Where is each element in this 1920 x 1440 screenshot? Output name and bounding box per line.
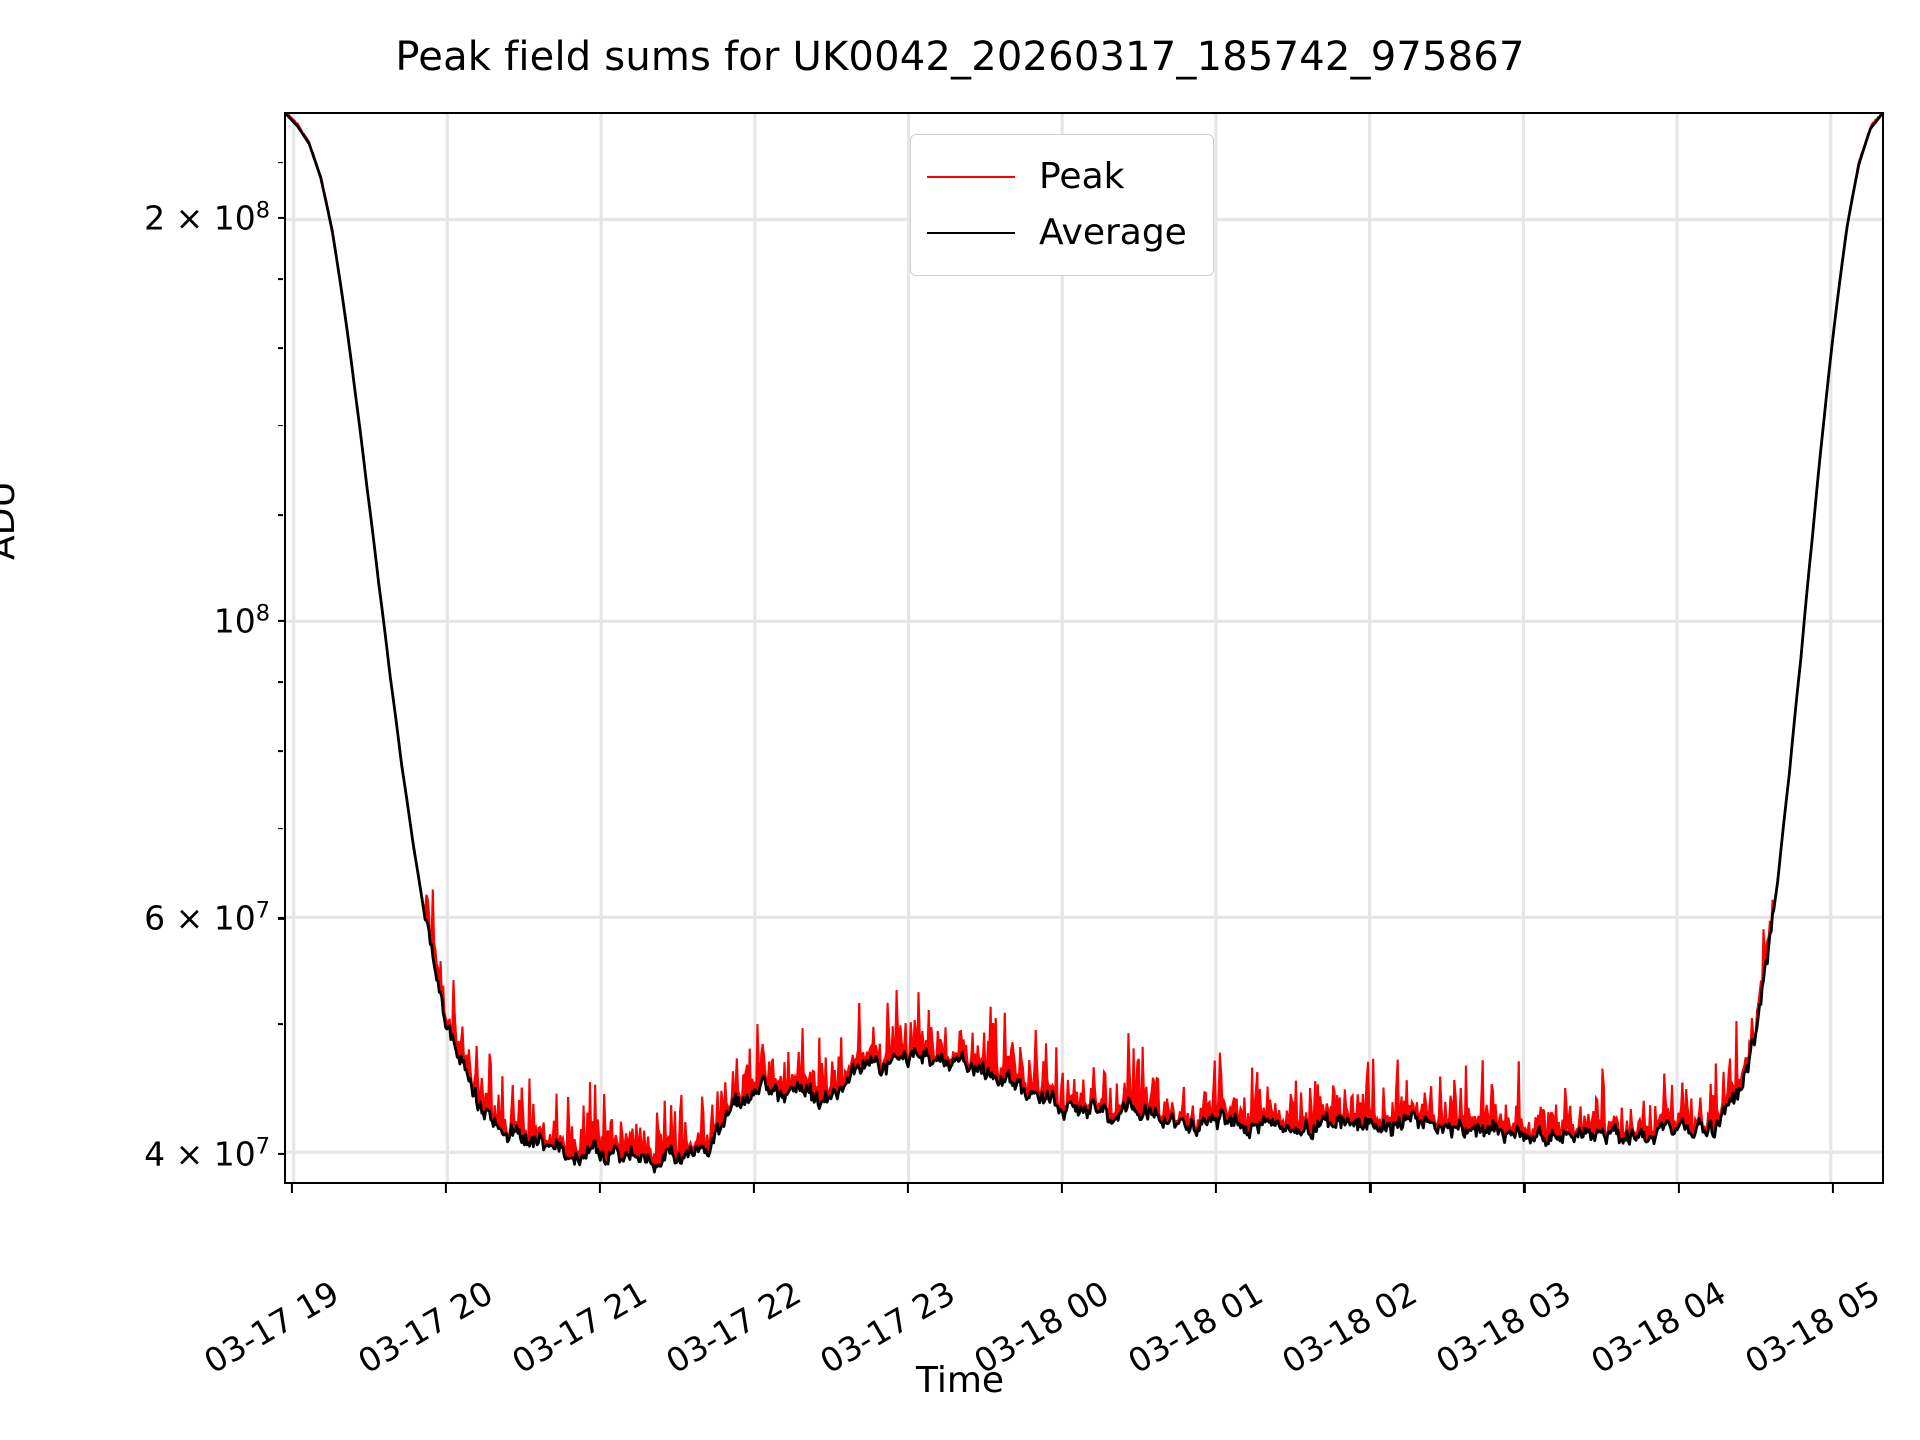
x-tick-mark <box>1369 1184 1372 1193</box>
legend-item-peak[interactable]: Peak <box>927 149 1187 205</box>
plot-area <box>284 112 1884 1184</box>
y-tick-mark-minor <box>278 1023 283 1026</box>
x-tick-mark <box>752 1184 756 1193</box>
y-tick-label: 6 × 107 <box>144 897 270 938</box>
y-tick-label: 2 × 108 <box>144 197 270 238</box>
x-tick-mark <box>1061 1184 1064 1193</box>
y-tick-mark-minor <box>278 161 283 164</box>
y-tick-mark-minor <box>278 827 283 830</box>
y-tick-mark <box>278 917 286 920</box>
series-line-average <box>286 114 1882 1174</box>
x-tick-mark <box>290 1184 293 1193</box>
x-axis-label: Time <box>915 1360 1005 1401</box>
y-tick-mark-minor <box>278 750 283 752</box>
legend-item-average[interactable]: Average <box>927 205 1187 261</box>
y-axis-label: ADU <box>0 481 23 560</box>
x-tick-mark <box>1831 1184 1834 1193</box>
y-tick-mark <box>278 216 286 220</box>
y-tick-mark-minor <box>278 424 283 427</box>
series-spikes-peak <box>424 889 1774 1173</box>
y-tick-mark <box>278 1153 286 1156</box>
y-tick-mark-minor <box>278 346 283 349</box>
legend-label-peak: Peak <box>1039 156 1125 197</box>
y-tick-mark-minor <box>278 681 283 684</box>
legend-swatch-average <box>927 232 1015 234</box>
legend-label-average: Average <box>1039 212 1187 253</box>
y-tick-label: 108 <box>213 600 270 641</box>
grid-lines <box>286 114 1882 1182</box>
y-tick-mark-minor <box>278 278 283 281</box>
chart-legend[interactable]: Peak Average <box>910 134 1214 276</box>
page-title: Peak field sums for UK0042_20260317_1857… <box>395 34 1525 80</box>
data-lines <box>286 114 1882 1174</box>
x-tick-mark <box>906 1184 910 1193</box>
y-tick-mark <box>278 620 286 623</box>
x-tick-mark <box>1523 1184 1526 1193</box>
x-tick-mark <box>444 1184 447 1193</box>
x-tick-mark <box>598 1184 601 1193</box>
x-tick-mark <box>1677 1184 1680 1193</box>
legend-swatch-peak <box>927 176 1015 178</box>
x-tick-mark <box>1215 1184 1218 1193</box>
y-tick-mark-minor <box>278 514 283 517</box>
y-tick-label: 4 × 107 <box>144 1133 270 1174</box>
